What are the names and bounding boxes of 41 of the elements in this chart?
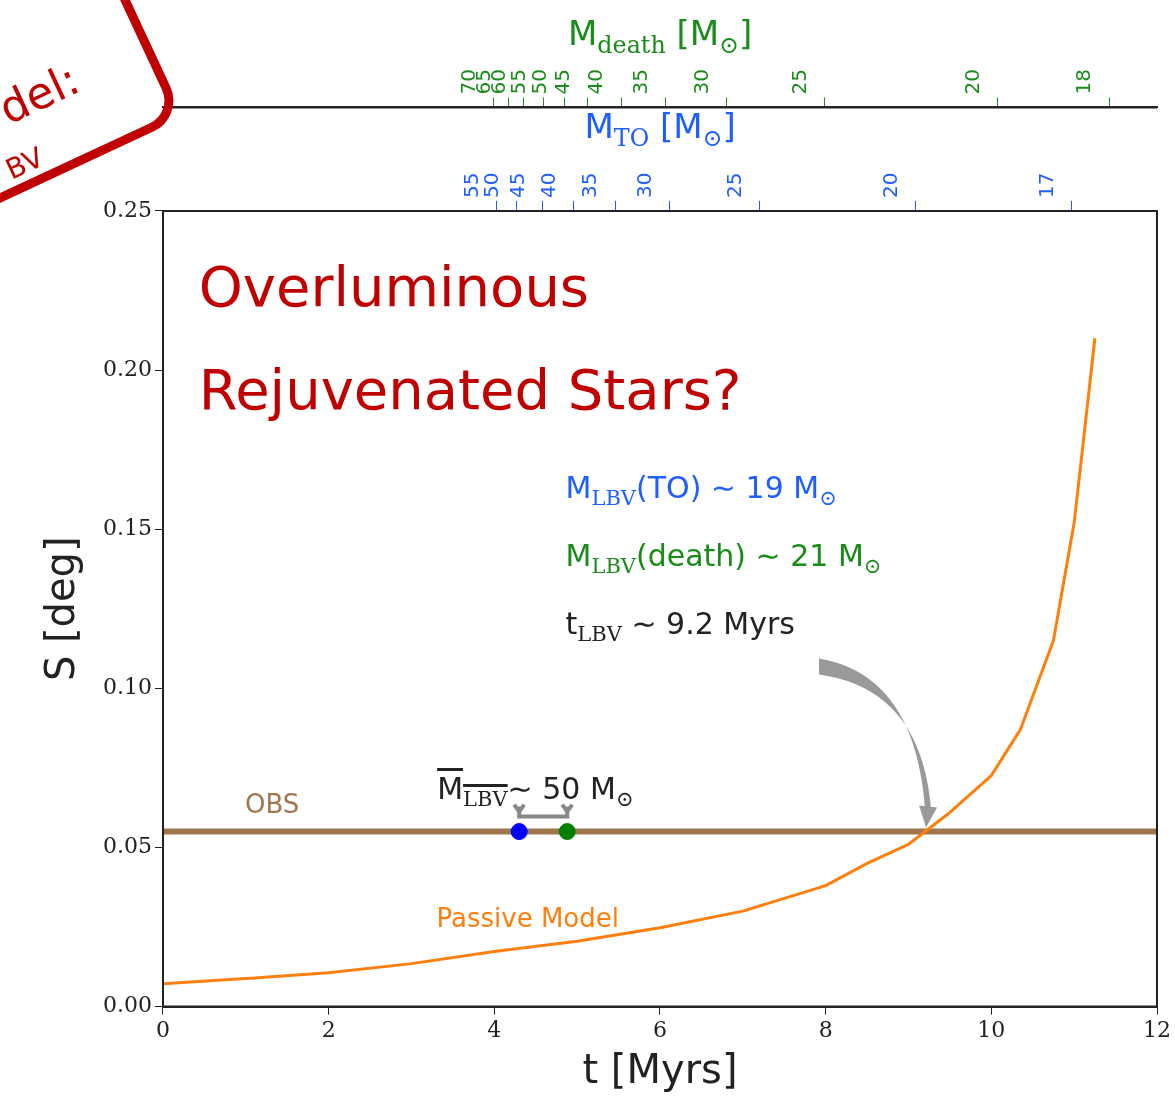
annotation: Overluminous <box>198 253 590 319</box>
text: 25 <box>787 69 812 95</box>
text: 25 <box>721 172 746 198</box>
text: 35 <box>628 69 653 95</box>
x2-axis-title: M$_{TO}$ [M$_{⊙}$] <box>584 106 736 153</box>
text: 18 <box>1071 69 1096 95</box>
y-tick-label: 0.00 <box>103 992 152 1018</box>
text: 45 <box>549 69 574 95</box>
y-tick-label: 0.15 <box>103 514 152 540</box>
text: del: <box>0 53 87 134</box>
x-tick-label: 8 <box>818 1016 833 1042</box>
annotation: t$_{LBV}$ ∼ 9.2 Myrs <box>565 605 795 646</box>
text: BV <box>0 140 49 187</box>
text: M$_{death}$ [M$_{⊙}$] <box>567 13 753 59</box>
x-tick-label: 10 <box>977 1016 1006 1042</box>
text: 20 <box>877 172 902 198</box>
text: 30 <box>688 69 713 95</box>
text: 40 <box>535 172 560 198</box>
text: 17 <box>1033 172 1058 198</box>
ref-line-label: OBS <box>244 789 300 820</box>
text: 20 <box>960 69 985 95</box>
y-tick-label: 0.05 <box>103 833 152 859</box>
y-tick-label: 0.10 <box>103 674 152 700</box>
x-tick-label: 12 <box>1143 1016 1171 1042</box>
text: 35 <box>577 172 602 198</box>
text: 40 <box>583 69 608 95</box>
x-tick-label: 6 <box>652 1016 667 1042</box>
text: 45 <box>504 172 529 198</box>
x-tick-label: 2 <box>321 1016 336 1042</box>
y-tick-label: 0.20 <box>103 355 152 381</box>
x-axis-title: t [Myrs] <box>582 1046 738 1093</box>
annotation: M$_{LBV}$(TO) ∼ 19 M$_{⊙}$ <box>565 470 837 511</box>
annotation: Rejuvenated Stars? <box>198 357 742 423</box>
series-label: Passive Model <box>436 903 619 934</box>
text: 30 <box>632 172 657 198</box>
y-axis-title: S [deg] <box>37 536 84 682</box>
annotation: M$_{LBV}$∼ 50 M$_{⊙}$ <box>437 770 634 811</box>
x-tick-label: 4 <box>487 1016 502 1042</box>
x-tick-label: 0 <box>155 1016 170 1042</box>
y-tick-label: 0.25 <box>103 196 152 222</box>
annotation: M$_{LBV}$(death) ∼ 21 M$_{⊙}$ <box>565 538 882 579</box>
